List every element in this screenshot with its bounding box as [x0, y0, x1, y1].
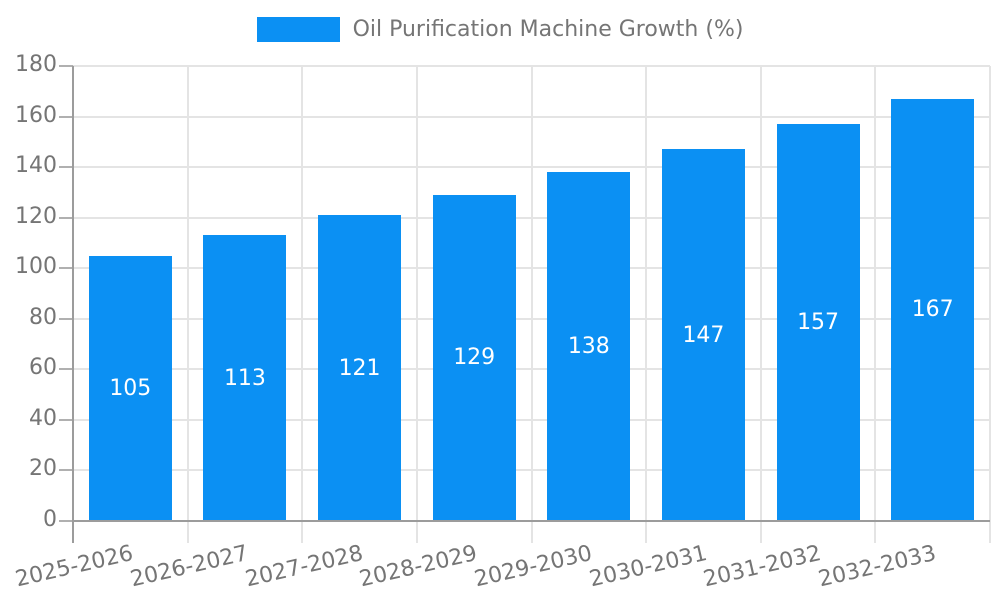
- y-tick-label: 40: [29, 405, 57, 431]
- legend-label: Oil Purification Machine Growth (%): [352, 17, 744, 42]
- x-tick-label: 2031-2032: [701, 541, 824, 593]
- gridline-vertical: [301, 66, 304, 543]
- bar[interactable]: 157: [776, 124, 860, 521]
- gridline-vertical: [989, 66, 991, 543]
- bar[interactable]: 167: [891, 98, 975, 521]
- x-tick-label: 2025-2026: [13, 541, 136, 593]
- y-tick-mark: [59, 418, 73, 421]
- y-tick-label: 0: [43, 507, 57, 532]
- bar-value-label: 157: [797, 310, 840, 336]
- bar-value-label: 167: [911, 297, 954, 323]
- y-tick-mark: [59, 317, 73, 320]
- bar-value-label: 138: [567, 334, 610, 360]
- bar-value-label: 113: [223, 365, 266, 391]
- y-tick-label: 60: [29, 355, 57, 381]
- bar[interactable]: 147: [661, 149, 745, 521]
- y-axis-line: [72, 66, 74, 543]
- gridline-vertical: [530, 66, 533, 543]
- gridline-vertical: [186, 66, 189, 543]
- bar-value-label: 147: [682, 322, 725, 348]
- y-tick-label: 100: [15, 254, 57, 280]
- x-tick-label: 2032-2033: [815, 541, 939, 593]
- y-tick-label: 140: [15, 153, 57, 179]
- y-tick-label: 80: [29, 304, 57, 330]
- y-tick-mark: [59, 216, 73, 219]
- y-tick-mark: [59, 267, 73, 270]
- bar[interactable]: 121: [318, 215, 402, 521]
- gridline-vertical: [874, 66, 877, 543]
- gridline-vertical: [415, 66, 418, 543]
- y-tick-label: 120: [15, 203, 57, 229]
- y-tick-mark: [59, 65, 73, 67]
- y-tick-label: 180: [15, 52, 57, 77]
- bar[interactable]: 138: [547, 172, 631, 521]
- x-tick-label: 2028-2029: [357, 541, 480, 593]
- gridline-vertical: [645, 66, 648, 543]
- legend[interactable]: Oil Purification Machine Growth (%): [0, 17, 1000, 42]
- x-tick-label: 2030-2031: [586, 541, 710, 593]
- gridline-vertical: [759, 66, 762, 543]
- y-tick-mark: [59, 469, 73, 472]
- y-tick-label: 20: [29, 456, 57, 482]
- bar[interactable]: 105: [88, 255, 172, 521]
- y-tick-mark: [59, 166, 73, 169]
- x-tick-label: 2026-2027: [128, 541, 251, 593]
- bar-value-label: 121: [338, 355, 381, 381]
- y-tick-mark: [59, 520, 73, 522]
- bar-value-label: 129: [453, 345, 496, 371]
- x-tick-label: 2027-2028: [242, 541, 366, 593]
- y-tick-mark: [59, 115, 73, 118]
- bar[interactable]: 129: [432, 194, 516, 521]
- bar-value-label: 105: [109, 375, 152, 401]
- x-tick-label: 2029-2030: [471, 541, 595, 593]
- bar[interactable]: 113: [203, 235, 287, 521]
- y-tick-mark: [59, 368, 73, 371]
- y-tick-label: 160: [15, 102, 57, 128]
- legend-swatch: [256, 17, 340, 42]
- x-axis-line: [72, 520, 990, 522]
